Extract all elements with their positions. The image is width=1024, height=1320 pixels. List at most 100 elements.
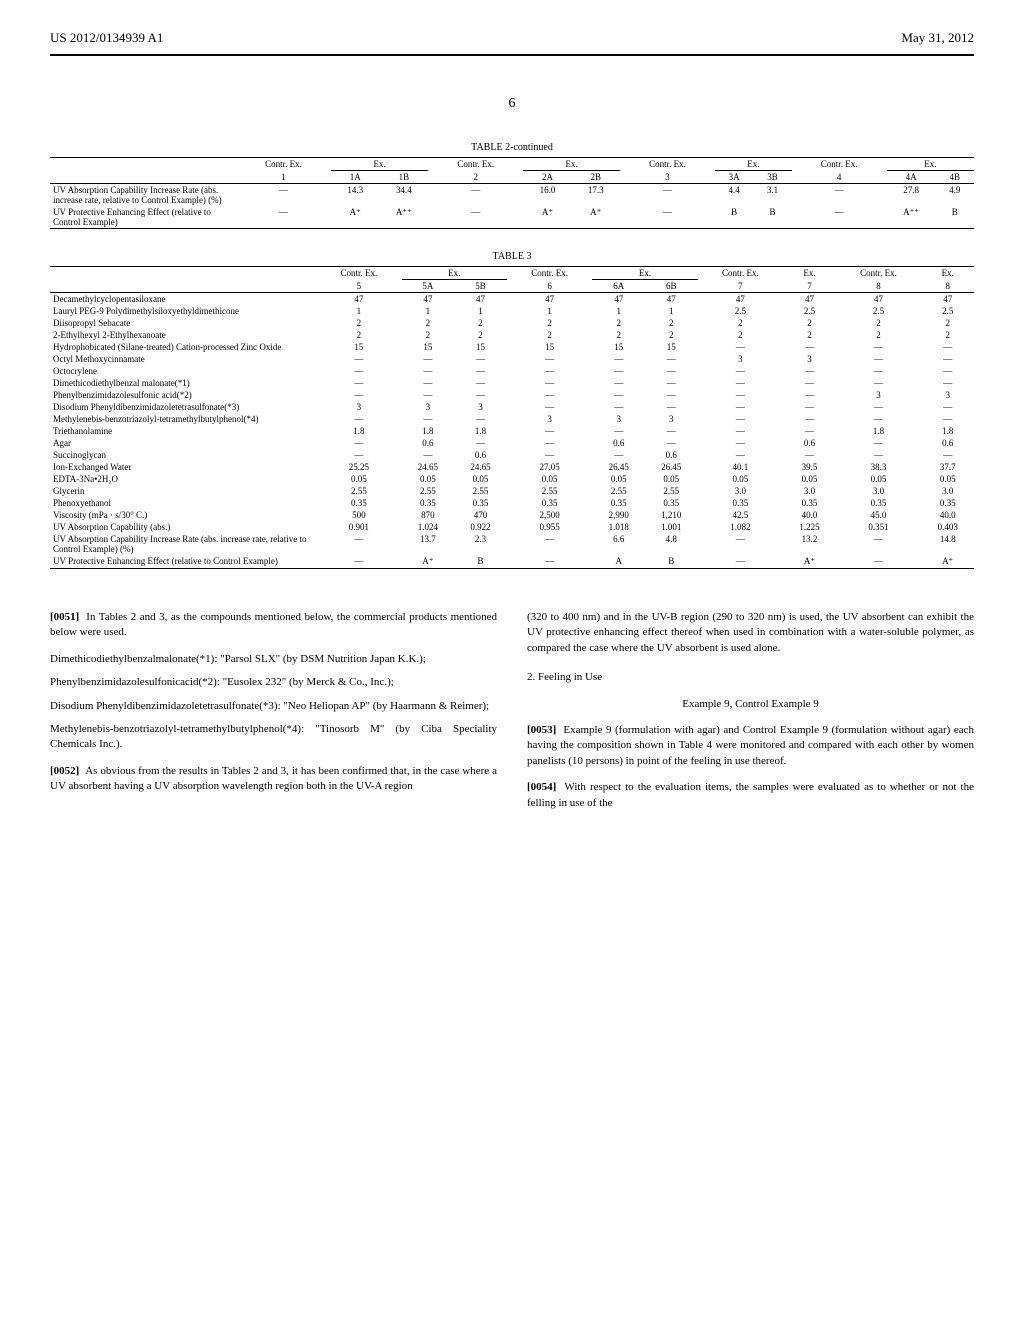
table-cell: 0.35	[454, 497, 507, 509]
table-cell: 2	[592, 329, 645, 341]
table-cell: 3.0	[783, 485, 836, 497]
table-cell: B	[936, 206, 974, 229]
table-cell: —	[316, 389, 402, 401]
table-cell: 47	[783, 293, 836, 305]
table-row: 2-Ethylhexyl 2-Ethylhexanoate2222222222	[50, 329, 974, 341]
table-cell: 0.6	[454, 449, 507, 461]
table-col-header: 6	[507, 280, 593, 293]
table-cell: —	[792, 184, 887, 206]
table-cell: 870	[402, 509, 455, 521]
table-cell: —	[454, 413, 507, 425]
table-cell: —	[454, 365, 507, 377]
para-0053: [0053] Example 9 (formulation with agar)…	[527, 723, 974, 769]
table-cell: 47	[402, 293, 455, 305]
table-row: Disodium Phenyldibenzimidazoletetrasulfo…	[50, 401, 974, 413]
table-cell: 2	[698, 317, 784, 329]
table-cell: 15	[316, 341, 402, 353]
table-cell: 2.5	[698, 305, 784, 317]
table-cell: 15	[645, 341, 698, 353]
table-cell: —	[592, 401, 645, 413]
table-cell: A	[592, 555, 645, 569]
row-label: Lauryl PEG-9 Polydimethylsiloxyethyldime…	[50, 305, 316, 317]
table-cell: —	[836, 377, 922, 389]
table-cell: —	[836, 353, 922, 365]
row-label: UV Absorption Capability Increase Rate (…	[50, 533, 316, 555]
table-cell: 2	[645, 317, 698, 329]
compound-4: Methylenebis-benzotriazolyl-tetramethylb…	[50, 722, 497, 753]
table-cell: 3	[836, 389, 922, 401]
row-label: UV Protective Enhancing Effect (relative…	[50, 555, 316, 569]
table3-title: TABLE 3	[50, 251, 974, 262]
table-cell: —	[921, 449, 974, 461]
table-cell: 3.0	[921, 485, 974, 497]
table-cell: 47	[836, 293, 922, 305]
table-row: UV Absorption Capability (abs.)0.9011.02…	[50, 521, 974, 533]
table-cell: —	[402, 389, 455, 401]
table-cell: —	[592, 389, 645, 401]
table-cell: —	[316, 365, 402, 377]
row-label: Ion-Exchanged Water	[50, 461, 316, 473]
compound-2: Phenylbenzimidazolesulfonicacid(*2): "Eu…	[50, 675, 497, 690]
table-col-header: 4B	[936, 171, 974, 184]
table-cell: —	[921, 377, 974, 389]
table-cell: A⁺	[331, 206, 379, 229]
table-cell: —	[698, 449, 784, 461]
table-row: Lauryl PEG-9 Polydimethylsiloxyethyldime…	[50, 305, 974, 317]
table-cell: —	[836, 555, 922, 569]
table-cell: 47	[454, 293, 507, 305]
table-cell: 0.05	[783, 473, 836, 485]
table-col-header: 3A	[715, 171, 753, 184]
table2-title: TABLE 2-continued	[50, 142, 974, 153]
table-cell: —	[454, 377, 507, 389]
table-cell: 4.4	[715, 184, 753, 206]
table-cell: 0.05	[454, 473, 507, 485]
table-cell: 1	[592, 305, 645, 317]
table-cell: 2.55	[402, 485, 455, 497]
table-cell: 13.7	[402, 533, 455, 555]
table-col-header: 3B	[753, 171, 791, 184]
table3-colnum-row: 55A5B66A6B7788	[50, 280, 974, 293]
table-cell: 2.3	[454, 533, 507, 555]
table-cell: —	[402, 413, 455, 425]
table-cell: —	[316, 353, 402, 365]
table-cell: 2,990	[592, 509, 645, 521]
table-cell: 1.8	[316, 425, 402, 437]
table-cell: —	[645, 353, 698, 365]
row-label: Triethanolamine	[50, 425, 316, 437]
para-0054: [0054] With respect to the evaluation it…	[527, 780, 974, 811]
table-cell: —	[921, 341, 974, 353]
table-cell: 47	[316, 293, 402, 305]
table-cell: 38.3	[836, 461, 922, 473]
table-cell: —	[316, 413, 402, 425]
table-cell: —	[698, 533, 784, 555]
table-cell: 0.05	[645, 473, 698, 485]
table-cell: 2	[645, 329, 698, 341]
table-cell: —	[921, 413, 974, 425]
table-cell: 0.35	[402, 497, 455, 509]
body-columns: [0051] In Tables 2 and 3, as the compoun…	[50, 599, 974, 822]
table-cell: —	[698, 413, 784, 425]
table-cell: 1.225	[783, 521, 836, 533]
table-cell: A⁺	[523, 206, 571, 229]
table-cell: —	[921, 401, 974, 413]
table-cell: 0.05	[316, 473, 402, 485]
table-row: Octocrylene——————————	[50, 365, 974, 377]
table-col-header: 4	[792, 171, 887, 184]
table-cell: 3	[592, 413, 645, 425]
table-cell: —	[507, 401, 593, 413]
table-cell: —	[698, 425, 784, 437]
table-cell: 27.8	[887, 184, 936, 206]
table-cell: 3	[645, 413, 698, 425]
table-row: Diisopropyl Sebacate2222222222	[50, 317, 974, 329]
table-row: Succinoglycan——0.6——0.6————	[50, 449, 974, 461]
table-col-header: 5B	[454, 280, 507, 293]
table-row: Phenoxyethanol0.350.350.350.350.350.350.…	[50, 497, 974, 509]
table-cell: —	[507, 533, 593, 555]
row-label: Viscosity (mPa · s/30° C.)	[50, 509, 316, 521]
table-cell: 0.922	[454, 521, 507, 533]
row-label: Hydrophobicated (Silane-treated) Cation-…	[50, 341, 316, 353]
example-9-title: Example 9, Control Example 9	[527, 697, 974, 712]
table-cell: —	[428, 184, 523, 206]
table-cell: A⁺	[783, 555, 836, 569]
table-cell: 2	[921, 317, 974, 329]
